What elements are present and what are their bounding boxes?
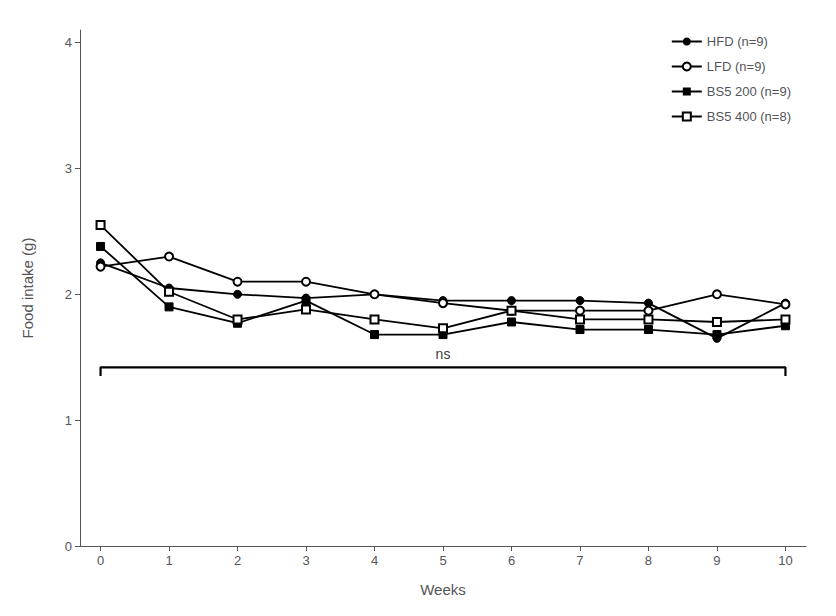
svg-text:1: 1: [65, 413, 72, 428]
svg-text:ns: ns: [436, 346, 451, 362]
svg-text:BS5 200 (n=9): BS5 200 (n=9): [707, 84, 791, 99]
svg-text:1: 1: [165, 553, 172, 568]
svg-text:Food intake (g): Food intake (g): [19, 238, 36, 339]
svg-text:2: 2: [234, 553, 241, 568]
svg-text:4: 4: [371, 553, 378, 568]
svg-text:10: 10: [778, 553, 792, 568]
svg-text:3: 3: [302, 553, 309, 568]
svg-text:9: 9: [713, 553, 720, 568]
svg-text:HFD (n=9): HFD (n=9): [707, 34, 768, 49]
svg-text:3: 3: [65, 161, 72, 176]
svg-text:8: 8: [645, 553, 652, 568]
svg-text:BS5 400 (n=8): BS5 400 (n=8): [707, 109, 791, 124]
svg-text:0: 0: [97, 553, 104, 568]
svg-text:5: 5: [439, 553, 446, 568]
svg-text:4: 4: [65, 35, 72, 50]
svg-text:LFD (n=9): LFD (n=9): [707, 59, 766, 74]
svg-text:7: 7: [576, 553, 583, 568]
svg-text:Weeks: Weeks: [420, 581, 466, 598]
svg-text:2: 2: [65, 287, 72, 302]
svg-text:6: 6: [508, 553, 515, 568]
svg-text:0: 0: [65, 539, 72, 554]
